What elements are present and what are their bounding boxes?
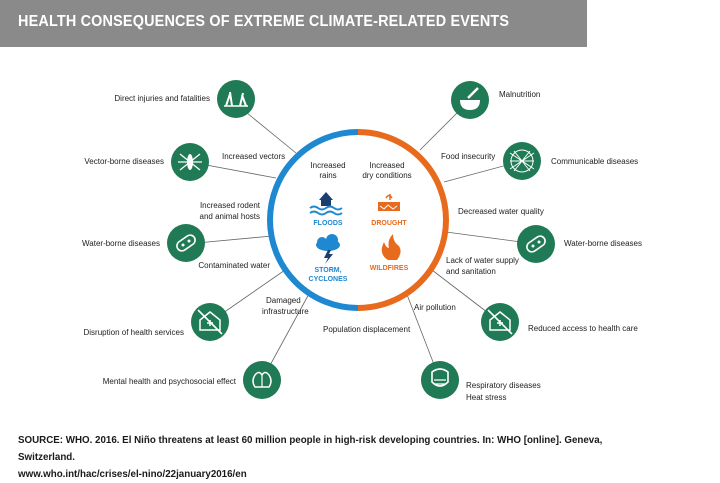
mask-icon bbox=[421, 361, 459, 399]
pathway-damaged-1: Damaged bbox=[266, 296, 301, 305]
outcome-label-respiratory: Respiratory diseases bbox=[466, 381, 541, 390]
outcome-label-communicable: Communicable diseases bbox=[551, 157, 638, 166]
title-banner: HEALTH CONSEQUENCES OF EXTREME CLIMATE-R… bbox=[0, 0, 587, 47]
mosquito-icon bbox=[171, 143, 209, 181]
outcome-label-waterborne-right: Water-borne diseases bbox=[564, 239, 642, 248]
pathway-damaged-2: infrastructure bbox=[262, 307, 309, 316]
source-citation: SOURCE: WHO. 2016. El Niño threatens at … bbox=[18, 432, 660, 483]
drought-label: DROUGHT bbox=[371, 220, 407, 227]
pathway-rodent-1: Increased rodent bbox=[200, 201, 261, 210]
outcome-label-access: Reduced access to health care bbox=[528, 324, 638, 333]
source-url: www.who.int/hac/crises/el-nino/22january… bbox=[18, 468, 247, 480]
storm-icon bbox=[316, 234, 340, 264]
page-title: HEALTH CONSEQUENCES OF EXTREME CLIMATE-R… bbox=[18, 13, 510, 30]
mortar-icon bbox=[451, 81, 489, 119]
center-disc bbox=[274, 136, 442, 304]
injury-icon bbox=[217, 80, 255, 118]
outcome-label-vector: Vector-borne diseases bbox=[84, 157, 164, 166]
pathway-rodent-2: and animal hosts bbox=[200, 212, 260, 221]
center-ring bbox=[267, 129, 449, 311]
dry-label-2: dry conditions bbox=[362, 171, 411, 180]
outcome-nodes bbox=[167, 80, 555, 399]
rains-label-1: Increased bbox=[310, 161, 345, 170]
fire-icon bbox=[381, 234, 401, 260]
pathway-air-pollution: Air pollution bbox=[414, 303, 456, 312]
outcome-label-disruption: Disruption of health services bbox=[84, 328, 185, 337]
pathway-lack-water-2: and sanitation bbox=[446, 267, 496, 276]
bacteria-icon-left bbox=[167, 224, 205, 262]
rains-label-2: rains bbox=[319, 171, 336, 180]
pathway-displacement: Population displacement bbox=[323, 325, 411, 334]
no-clinic-icon-right bbox=[481, 303, 519, 341]
dry-label-1: Increased bbox=[369, 161, 404, 170]
dry-arc bbox=[357, 129, 449, 311]
virus-icon bbox=[503, 142, 541, 180]
wildfires-label: WILDFIRES bbox=[370, 265, 409, 272]
pathway-increased-vectors: Increased vectors bbox=[222, 152, 285, 161]
cyclones-label: CYCLONES bbox=[309, 276, 348, 283]
pathway-food-insecurity: Food insecurity bbox=[441, 152, 495, 161]
outcome-label-waterborne-left: Water-borne diseases bbox=[82, 239, 160, 248]
source-line-1: SOURCE: WHO. 2016. El Niño threatens at … bbox=[18, 434, 603, 463]
drought-icon bbox=[378, 194, 400, 211]
outcome-label-injuries: Direct injuries and fatalities bbox=[114, 94, 210, 103]
floods-label: FLOODS bbox=[313, 220, 342, 227]
storm-label: STORM, bbox=[314, 267, 341, 274]
rains-arc bbox=[267, 129, 359, 311]
pathway-lack-water-1: Lack of water supply bbox=[446, 256, 519, 265]
brain-icon bbox=[243, 361, 281, 399]
no-clinic-icon-left bbox=[191, 303, 229, 341]
flood-icon bbox=[309, 192, 343, 216]
outcome-label-malnutrition: Malnutrition bbox=[499, 90, 540, 99]
pathway-water-quality: Decreased water quality bbox=[458, 207, 544, 216]
outcome-label-heat: Heat stress bbox=[466, 393, 506, 402]
pathway-contaminated-water: Contaminated water bbox=[198, 261, 270, 270]
outcome-label-mental: Mental health and psychosocial effect bbox=[103, 377, 237, 386]
bacteria-icon-right bbox=[517, 225, 555, 263]
